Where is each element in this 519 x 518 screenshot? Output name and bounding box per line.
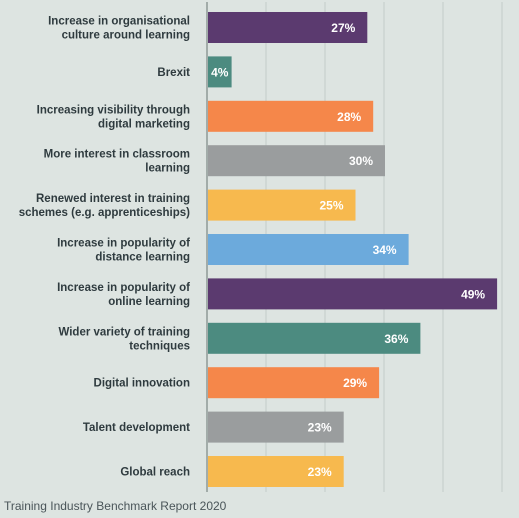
category-label: Increase in popularity of xyxy=(57,282,190,294)
bar xyxy=(208,100,374,132)
data-label: 34% xyxy=(373,243,397,257)
data-label: 28% xyxy=(337,110,361,124)
bar xyxy=(208,12,368,43)
category-label: Wider variety of training xyxy=(58,326,190,338)
category-label: techniques xyxy=(129,340,190,352)
bar xyxy=(208,367,380,399)
category-label: Talent development xyxy=(83,422,190,434)
category-label: schemes (e.g. apprenticeships) xyxy=(19,207,190,219)
category-label: online learning xyxy=(108,296,190,308)
bar xyxy=(208,56,232,88)
data-label: 23% xyxy=(308,421,332,435)
data-label: 29% xyxy=(343,376,367,390)
bar xyxy=(208,278,498,310)
category-label: Increasing visibility through xyxy=(37,104,190,116)
data-label: 25% xyxy=(319,199,343,213)
category-label: digital marketing xyxy=(98,118,190,130)
category-label: Renewed interest in training xyxy=(36,193,190,205)
category-label: Digital innovation xyxy=(94,378,190,390)
data-label: 27% xyxy=(331,21,355,35)
category-label: culture around learning xyxy=(62,30,190,42)
data-label: 23% xyxy=(308,465,332,479)
source-note: Training Industry Benchmark Report 2020 xyxy=(4,499,227,513)
bar xyxy=(208,189,356,221)
category-label: Increase in organisational xyxy=(48,16,190,28)
data-label: 49% xyxy=(461,287,485,301)
bar xyxy=(208,411,344,443)
data-label: 36% xyxy=(384,332,408,346)
category-label: distance learning xyxy=(95,252,190,264)
category-label: Brexit xyxy=(157,67,190,79)
bar xyxy=(208,322,421,354)
bar xyxy=(208,145,385,177)
category-label: Increase in popularity of xyxy=(57,238,190,250)
category-label: Global reach xyxy=(120,467,190,479)
bar xyxy=(208,234,409,265)
data-label: 30% xyxy=(349,154,373,168)
bar xyxy=(208,456,344,487)
category-label: More interest in classroom xyxy=(44,149,190,161)
data-label: 4% xyxy=(211,65,229,79)
category-label: learning xyxy=(145,163,190,175)
